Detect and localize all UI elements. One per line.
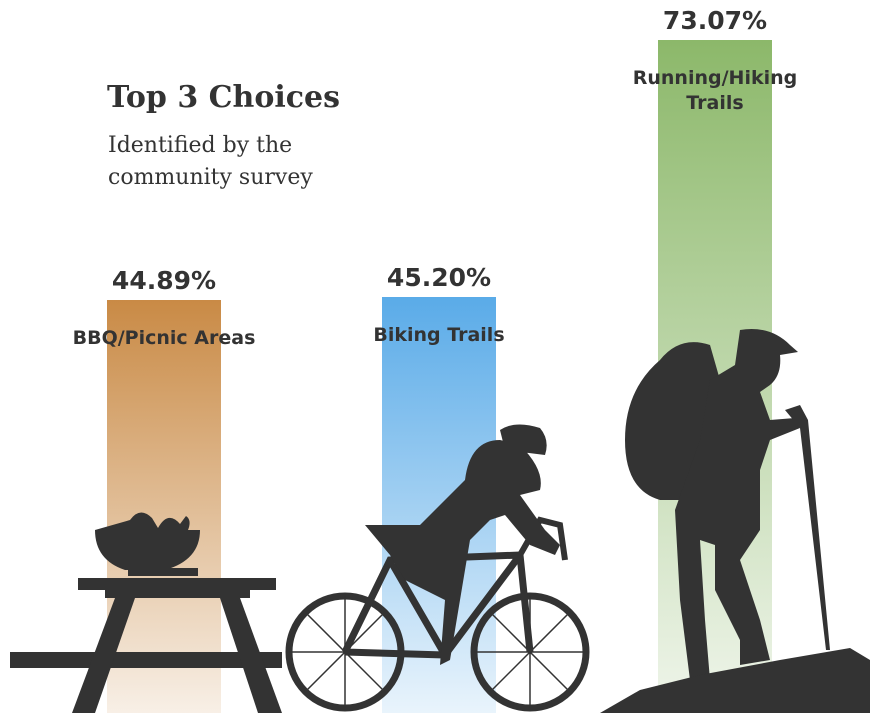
title: Top 3 Choices	[107, 80, 340, 115]
value-label: 45.20%	[386, 262, 492, 292]
bar	[107, 299, 221, 713]
category-label: Biking Trails	[373, 323, 505, 346]
category-label: BBQ/Picnic Areas	[72, 326, 256, 349]
value-label: 73.07%	[662, 6, 768, 36]
subtitle: Identified by the community survey	[108, 133, 313, 190]
category-label: Running/Hiking Trails	[632, 67, 798, 115]
picnic-table	[10, 512, 282, 713]
hiker	[600, 329, 870, 713]
bicycle	[285, 424, 590, 712]
value-label: 44.89%	[111, 265, 217, 295]
